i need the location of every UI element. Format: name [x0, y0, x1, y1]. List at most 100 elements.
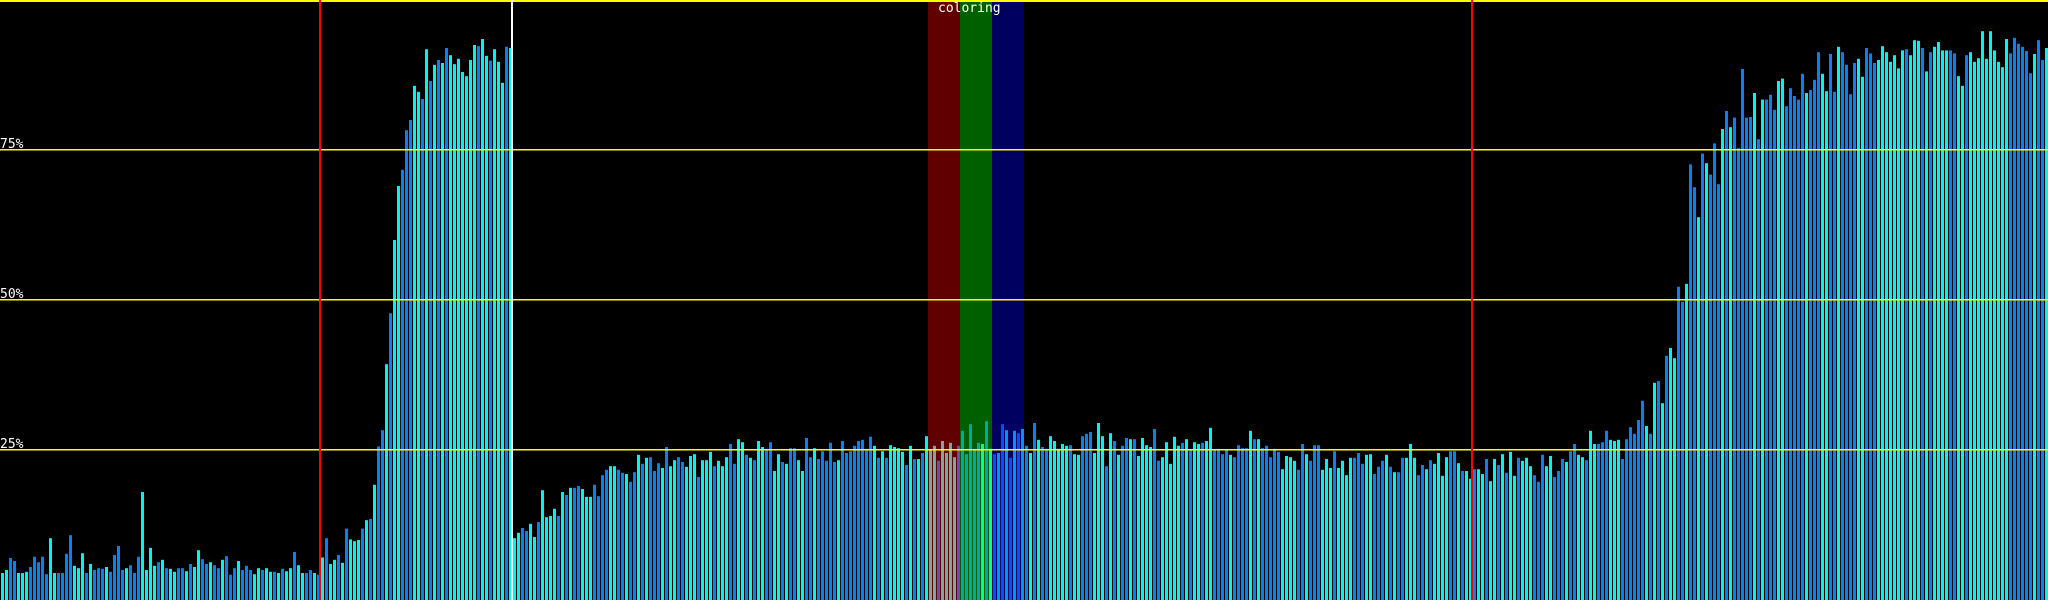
bar [1093, 453, 1096, 600]
bar [49, 538, 52, 600]
bar [429, 81, 432, 600]
bar [801, 471, 804, 600]
bar [689, 456, 692, 600]
bar [1797, 99, 1800, 600]
bar [1585, 460, 1588, 600]
bar [101, 568, 104, 600]
markers [319, 0, 1473, 600]
bar [1737, 148, 1740, 600]
bar [1953, 53, 1956, 600]
bar [513, 538, 516, 600]
bars [1, 31, 2048, 600]
bar [521, 528, 524, 600]
bar [333, 559, 336, 600]
bar [257, 568, 260, 600]
bar [37, 562, 40, 600]
bar [405, 130, 408, 600]
bar [625, 474, 628, 600]
bar [309, 570, 312, 600]
bar [905, 465, 908, 600]
bar [997, 453, 1000, 600]
bar [1909, 55, 1912, 600]
bar [9, 558, 12, 600]
bar [933, 445, 936, 600]
bar [277, 573, 280, 600]
bar [1073, 454, 1076, 600]
bar [1553, 477, 1556, 600]
bar [361, 528, 364, 600]
bar [1081, 436, 1084, 600]
bar [97, 568, 100, 600]
bar [1765, 99, 1768, 600]
bar [941, 441, 944, 600]
bar [753, 460, 756, 600]
bar [469, 60, 472, 600]
bar [649, 457, 652, 600]
bar [1181, 442, 1184, 600]
bar [413, 85, 416, 600]
bar [585, 496, 588, 600]
bar [1185, 439, 1188, 600]
bar [497, 61, 500, 600]
bar [13, 561, 16, 600]
bar [1209, 427, 1212, 600]
bar [1869, 53, 1872, 600]
bar [1645, 426, 1648, 600]
bar [789, 448, 792, 600]
bar [745, 454, 748, 600]
bar [1749, 117, 1752, 600]
bar [53, 573, 56, 600]
bar [1625, 439, 1628, 600]
bar [1789, 88, 1792, 600]
bar [1457, 463, 1460, 600]
bar [1389, 466, 1392, 600]
bar [1985, 58, 1988, 600]
bar [1885, 52, 1888, 600]
bar [1861, 76, 1864, 600]
bar [225, 556, 228, 600]
bar [153, 565, 156, 600]
bar [1041, 447, 1044, 600]
bar [573, 487, 576, 600]
bar [77, 568, 80, 600]
bar [889, 445, 892, 600]
bar [1777, 81, 1780, 600]
bar [633, 472, 636, 600]
bar [1401, 457, 1404, 600]
bar [1277, 451, 1280, 600]
bar [1761, 99, 1764, 600]
bar [1413, 457, 1416, 600]
bar [973, 450, 976, 600]
bar [1009, 457, 1012, 600]
bar [873, 445, 876, 600]
bar [173, 571, 176, 600]
bar [857, 441, 860, 600]
bar [249, 570, 252, 600]
bar [913, 459, 916, 600]
bar [25, 571, 28, 600]
bar [1793, 96, 1796, 600]
bar [197, 550, 200, 600]
bar [1917, 40, 1920, 600]
bar [1597, 444, 1600, 600]
bar [205, 564, 208, 600]
bar [1833, 91, 1836, 600]
bar [545, 517, 548, 600]
bar [1317, 445, 1320, 600]
bar [1493, 459, 1496, 600]
bar [1641, 400, 1644, 600]
bar [329, 564, 332, 600]
bar [1089, 432, 1092, 600]
bar [717, 460, 720, 600]
bar [1377, 466, 1380, 600]
bar [217, 568, 220, 600]
bar [1485, 459, 1488, 600]
bar [1201, 442, 1204, 600]
bar [353, 541, 356, 600]
bar [1557, 471, 1560, 600]
bar [389, 313, 392, 600]
bar [809, 457, 812, 600]
bar [1617, 439, 1620, 600]
bar [1437, 453, 1440, 600]
bar [1701, 153, 1704, 600]
